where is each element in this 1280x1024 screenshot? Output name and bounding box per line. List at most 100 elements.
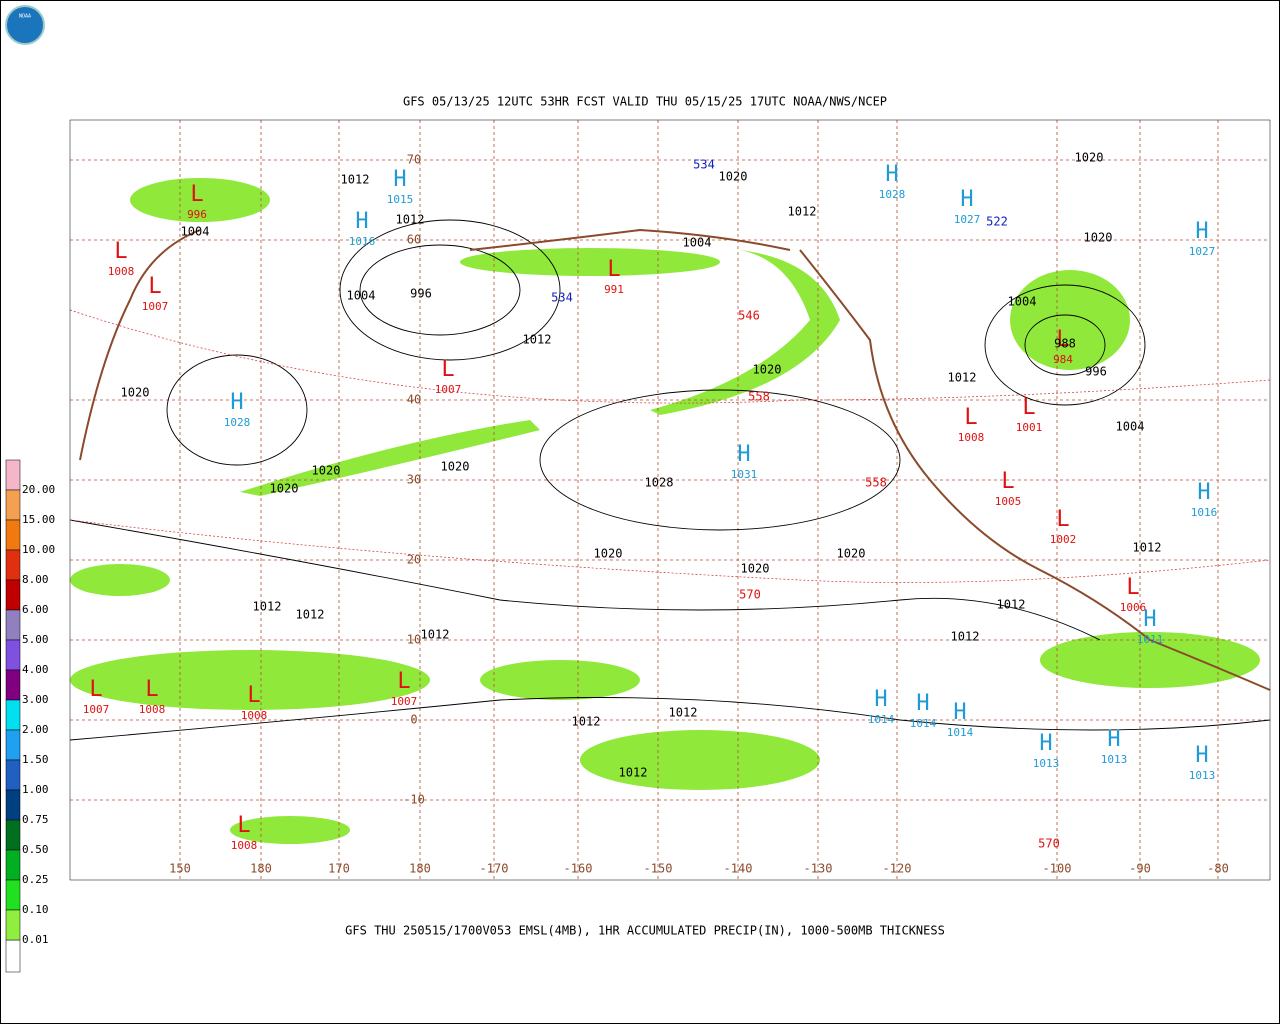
title: GFS 05/13/25 12UTC 53HR FCST VALID THU 0… xyxy=(403,95,887,109)
center-pressure: 1031 xyxy=(731,468,758,481)
center-pressure: 1028 xyxy=(224,416,251,429)
isobar-label: 1020 xyxy=(121,386,150,400)
precip-area xyxy=(230,816,350,844)
isobar-label: 1012 xyxy=(619,766,648,780)
latitude-label: 60 xyxy=(407,233,421,247)
thickness-label: 570 xyxy=(739,588,761,602)
center-pressure: 1014 xyxy=(868,713,895,726)
center-symbol: L xyxy=(1001,469,1014,494)
caption: GFS THU 250515/1700V053 EMSL(4MB), 1HR A… xyxy=(345,924,945,938)
isobar xyxy=(539,389,901,531)
isobar-label: 1012 xyxy=(523,333,552,347)
isobar xyxy=(69,519,1101,641)
legend: 20.00 15.00 10.00 8.00 6.00 5.00 4.00 3.00 2.00 1… xyxy=(5,459,55,973)
longitude-label: -130 xyxy=(804,862,833,876)
center-pressure: 1007 xyxy=(83,703,110,716)
center-pressure: 1027 xyxy=(954,213,981,226)
latitude-label: 10 xyxy=(407,633,421,647)
center-symbol: H xyxy=(1143,607,1156,632)
latitude-label: 30 xyxy=(407,473,421,487)
isobar-label: 996 xyxy=(1085,365,1107,379)
center-symbol: H xyxy=(1197,480,1210,505)
isobar-label: 996 xyxy=(410,287,432,301)
center-symbol: H xyxy=(393,167,406,192)
center-pressure: 1014 xyxy=(947,726,974,739)
isobar-label: 1012 xyxy=(421,628,450,642)
logo-circle xyxy=(5,5,45,45)
center-pressure: 991 xyxy=(604,283,624,296)
thickness-label: 546 xyxy=(738,309,760,323)
center-pressure: 1008 xyxy=(231,839,258,852)
center-symbol: L xyxy=(237,813,250,838)
isobar-label: 1012 xyxy=(253,600,282,614)
coastline xyxy=(79,229,201,461)
center-symbol: L xyxy=(247,683,260,708)
isobar xyxy=(339,219,561,361)
longitude-label: 170 xyxy=(328,862,350,876)
legend-label: 10.00 xyxy=(22,543,55,556)
isobar-label: 1020 xyxy=(741,562,770,576)
center-pressure: 1001 xyxy=(1016,421,1043,434)
legend-label: 0.01 xyxy=(22,933,49,946)
center-pressure: 1016 xyxy=(349,235,376,248)
center-pressure: 1006 xyxy=(1120,601,1147,614)
isobar xyxy=(359,244,521,336)
isobar-label: 1012 xyxy=(788,205,817,219)
isobar-label: 1028 xyxy=(645,476,674,490)
isobar-label: 1012 xyxy=(341,173,370,187)
center-symbol: H xyxy=(230,390,243,415)
center-pressure: 1011 xyxy=(1137,633,1164,646)
isobar-label: 1004 xyxy=(347,289,376,303)
longitude-label: 150 xyxy=(169,862,191,876)
isobar-label: 1004 xyxy=(181,225,210,239)
center-pressure: 1014 xyxy=(910,717,937,730)
legend-swatch xyxy=(5,849,21,881)
isobar-label: 1012 xyxy=(296,608,325,622)
center-symbol: L xyxy=(607,257,620,282)
legend-swatch xyxy=(5,579,21,611)
longitude-label: -90 xyxy=(1129,862,1151,876)
center-symbol: L xyxy=(1056,507,1069,532)
center-symbol: H xyxy=(1195,743,1208,768)
center-symbol: L xyxy=(148,274,161,299)
legend-swatch xyxy=(5,789,21,821)
thickness-label: 534 xyxy=(551,291,573,305)
isobar-label: 1020 xyxy=(719,170,748,184)
logo: NOAA xyxy=(5,5,45,45)
legend-swatch xyxy=(5,609,21,641)
legend-swatch xyxy=(5,549,21,581)
center-symbol: L xyxy=(190,182,203,207)
legend-label: 0.75 xyxy=(22,813,49,826)
center-symbol: L xyxy=(89,677,102,702)
center-pressure: 1016 xyxy=(1191,506,1218,519)
legend-swatch xyxy=(5,669,21,701)
legend-swatch xyxy=(5,759,21,791)
precip-area xyxy=(240,420,540,496)
center-symbol: L xyxy=(1126,575,1139,600)
isobar xyxy=(69,697,1271,741)
isobar-label: 1020 xyxy=(753,363,782,377)
center-pressure: 984 xyxy=(1053,353,1073,366)
precip-area xyxy=(650,250,840,415)
precip-area xyxy=(70,650,430,710)
isobar-label: 1004 xyxy=(1008,295,1037,309)
center-pressure: 1028 xyxy=(879,188,906,201)
logo-text: NOAA xyxy=(19,14,31,20)
center-pressure: 1008 xyxy=(241,709,268,722)
center-pressure: 1005 xyxy=(995,495,1022,508)
legend-label: 1.50 xyxy=(22,753,49,766)
center-pressure: 1013 xyxy=(1189,769,1216,782)
legend-label: 0.10 xyxy=(22,903,49,916)
legend-swatch xyxy=(5,489,21,521)
legend-swatch xyxy=(5,699,21,731)
center-symbol: L xyxy=(441,357,454,382)
center-symbol: H xyxy=(960,187,973,212)
isobar-label: 1020 xyxy=(1084,231,1113,245)
longitude-label: -80 xyxy=(1207,862,1229,876)
longitude-label: -120 xyxy=(883,862,912,876)
longitude-label: -140 xyxy=(724,862,753,876)
legend-label: 15.00 xyxy=(22,513,55,526)
legend-swatch xyxy=(5,939,21,973)
isobar-label: 1012 xyxy=(997,598,1026,612)
